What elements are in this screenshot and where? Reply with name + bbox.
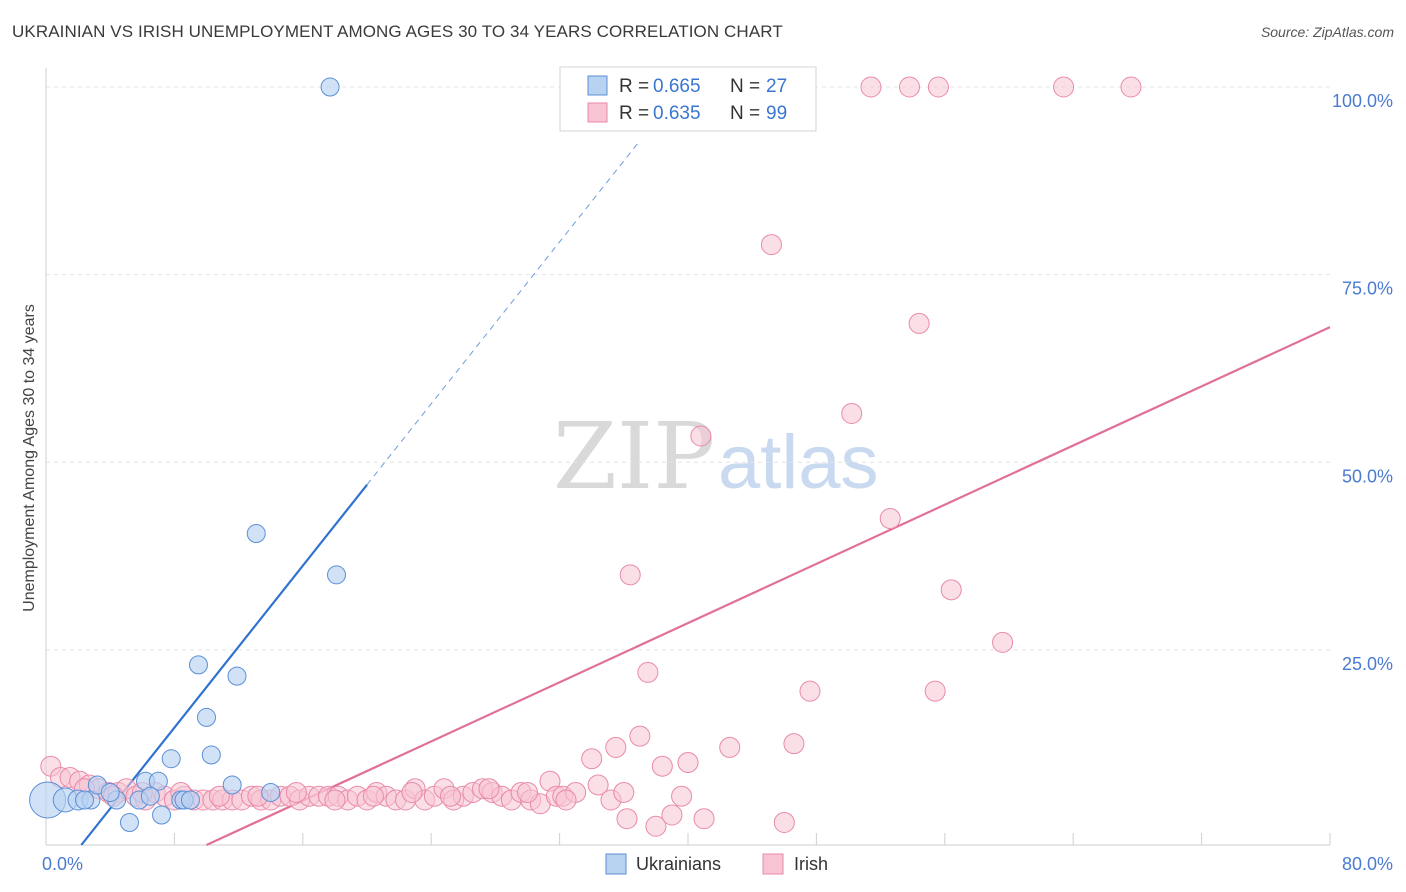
irish-point: [841, 402, 863, 424]
ukrainian-point: [320, 77, 340, 97]
ukrainian-point: [100, 782, 120, 802]
irish-point: [478, 778, 500, 800]
legend-r-label-ukrainians: R =: [619, 76, 649, 97]
y-tick-labels: 25.0% 50.0% 75.0% 100.0%: [1332, 91, 1393, 674]
irish-point: [799, 680, 821, 702]
irish-point: [1053, 76, 1075, 98]
irish-point: [651, 755, 673, 777]
axes: [45, 68, 1331, 846]
irish-point: [719, 736, 741, 758]
grid: [46, 86, 1330, 651]
ukrainian-point: [197, 707, 216, 727]
ukrainian-points: [29, 77, 347, 832]
ukrainian-point: [180, 790, 200, 810]
legend-r-value-ukrainians: 0.665: [653, 76, 701, 97]
chart-title: UKRAINIAN VS IRISH UNEMPLOYMENT AMONG AG…: [12, 22, 783, 41]
irish-point: [898, 76, 920, 98]
y-tick-label: 25.0%: [1342, 654, 1393, 674]
bottom-legend-irish: Irish: [794, 854, 828, 874]
y-axis-label: Unemployment Among Ages 30 to 34 years: [21, 304, 38, 612]
bottom-legend-ukrainians: Ukrainians: [636, 854, 721, 874]
watermark-zip: ZIP: [553, 403, 715, 510]
ukrainian-point: [75, 790, 95, 810]
irish-point: [401, 781, 423, 803]
irish-point: [760, 234, 782, 256]
ukrainian-point: [152, 805, 172, 825]
irish-point: [645, 815, 667, 837]
irish-point: [1120, 76, 1142, 98]
bottom-legend-swatch-ukrainians: [605, 853, 627, 875]
irish-point: [629, 725, 651, 747]
ukrainian-point: [222, 775, 242, 795]
irish-point: [693, 808, 715, 830]
irish-trend-line: [206, 326, 1331, 846]
correlation-legend: R = 0.665 N = 27 R = 0.635 N = 99: [559, 66, 817, 132]
ukrainian-point: [246, 524, 266, 544]
irish-point: [517, 781, 538, 803]
x-tick-label: 80.0%: [1342, 854, 1393, 874]
bottom-legend-swatch-irish: [762, 853, 784, 875]
irish-point: [908, 312, 930, 334]
y-tick-label: 50.0%: [1342, 466, 1393, 486]
irish-point: [637, 661, 659, 683]
irish-point: [879, 508, 901, 530]
irish-points: [40, 76, 1142, 837]
irish-point: [616, 808, 638, 830]
ukrainians-trend-extension: [366, 140, 641, 486]
legend-n-label-ukrainians: N =: [730, 76, 760, 97]
irish-point: [940, 579, 962, 601]
irish-point: [661, 804, 683, 826]
ukrainian-point: [148, 771, 168, 791]
ukrainian-point: [261, 782, 281, 802]
irish-point: [324, 789, 346, 811]
irish-point: [927, 76, 949, 98]
legend-r-label-irish: R =: [619, 103, 649, 124]
irish-point: [587, 774, 609, 796]
watermark: ZIP atlas: [553, 403, 879, 510]
irish-point: [581, 748, 603, 770]
irish-point: [362, 785, 384, 807]
chart-source: Source: ZipAtlas.com: [1260, 24, 1394, 40]
legend-r-value-irish: 0.635: [653, 103, 701, 124]
legend-swatch-irish: [587, 102, 608, 123]
ukrainian-point: [119, 812, 139, 832]
irish-point: [783, 733, 805, 755]
y-tick-label: 75.0%: [1342, 279, 1393, 299]
ukrainian-point: [161, 749, 181, 769]
ukrainian-point: [140, 786, 160, 806]
irish-point: [555, 789, 577, 811]
irish-point: [439, 785, 461, 807]
irish-point: [208, 785, 230, 807]
irish-point: [285, 781, 307, 803]
irish-point: [613, 781, 635, 803]
bottom-legend: Ukrainians Irish: [605, 853, 828, 875]
ukrainian-point: [201, 745, 221, 765]
irish-point: [619, 564, 641, 586]
irish-point: [773, 811, 795, 833]
legend-n-value-irish: 99: [766, 103, 787, 124]
ukrainian-point: [327, 565, 347, 585]
ukrainian-point: [227, 666, 247, 686]
y-tick-label: 100.0%: [1332, 91, 1393, 111]
x-tick-label: 0.0%: [42, 854, 83, 874]
ukrainian-point: [188, 655, 208, 675]
irish-point: [671, 785, 693, 807]
irish-point: [605, 736, 627, 758]
irish-point: [992, 631, 1014, 653]
irish-point: [690, 425, 712, 447]
irish-point: [860, 76, 882, 98]
irish-point: [924, 680, 946, 702]
legend-swatch-ukrainians: [587, 75, 608, 96]
irish-point: [677, 751, 699, 773]
x-tick-labels: 0.0% 80.0%: [42, 854, 1393, 874]
legend-n-value-ukrainians: 27: [766, 76, 787, 97]
legend-n-label-irish: N =: [730, 103, 760, 124]
